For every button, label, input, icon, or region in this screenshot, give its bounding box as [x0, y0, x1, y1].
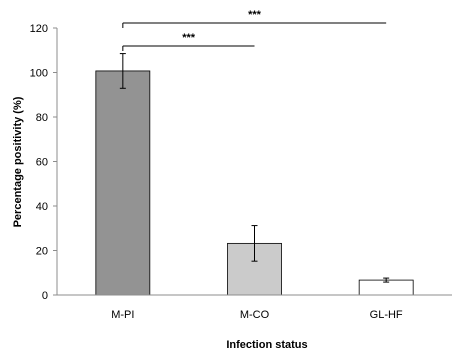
x-axis: M-PI M-CO GL-HF	[57, 294, 452, 321]
y-tick-label: 80	[36, 112, 48, 124]
x-axis-title: Infection status	[226, 339, 307, 349]
y-tick-label: 0	[42, 290, 48, 302]
error-bars	[119, 53, 390, 283]
y-tick-label: 100	[30, 68, 48, 80]
significance-label: ***	[248, 9, 262, 21]
y-axis-title: Percentage positivity (%)	[12, 96, 24, 227]
significance-label: ***	[182, 32, 196, 44]
x-tick-label: GL-HF	[370, 309, 403, 321]
y-tick-label: 20	[36, 246, 48, 258]
significance-brackets: *** ***	[122, 9, 387, 51]
y-tick-label: 60	[36, 157, 48, 169]
x-tick-label: M-CO	[240, 309, 270, 321]
y-tick-label: 40	[36, 201, 48, 213]
y-tick-label: 120	[30, 23, 48, 35]
x-tick-label: M-PI	[111, 309, 134, 321]
bar-m-pi	[95, 70, 151, 296]
y-axis: 0 20 40 60 80 100 120	[30, 23, 58, 302]
